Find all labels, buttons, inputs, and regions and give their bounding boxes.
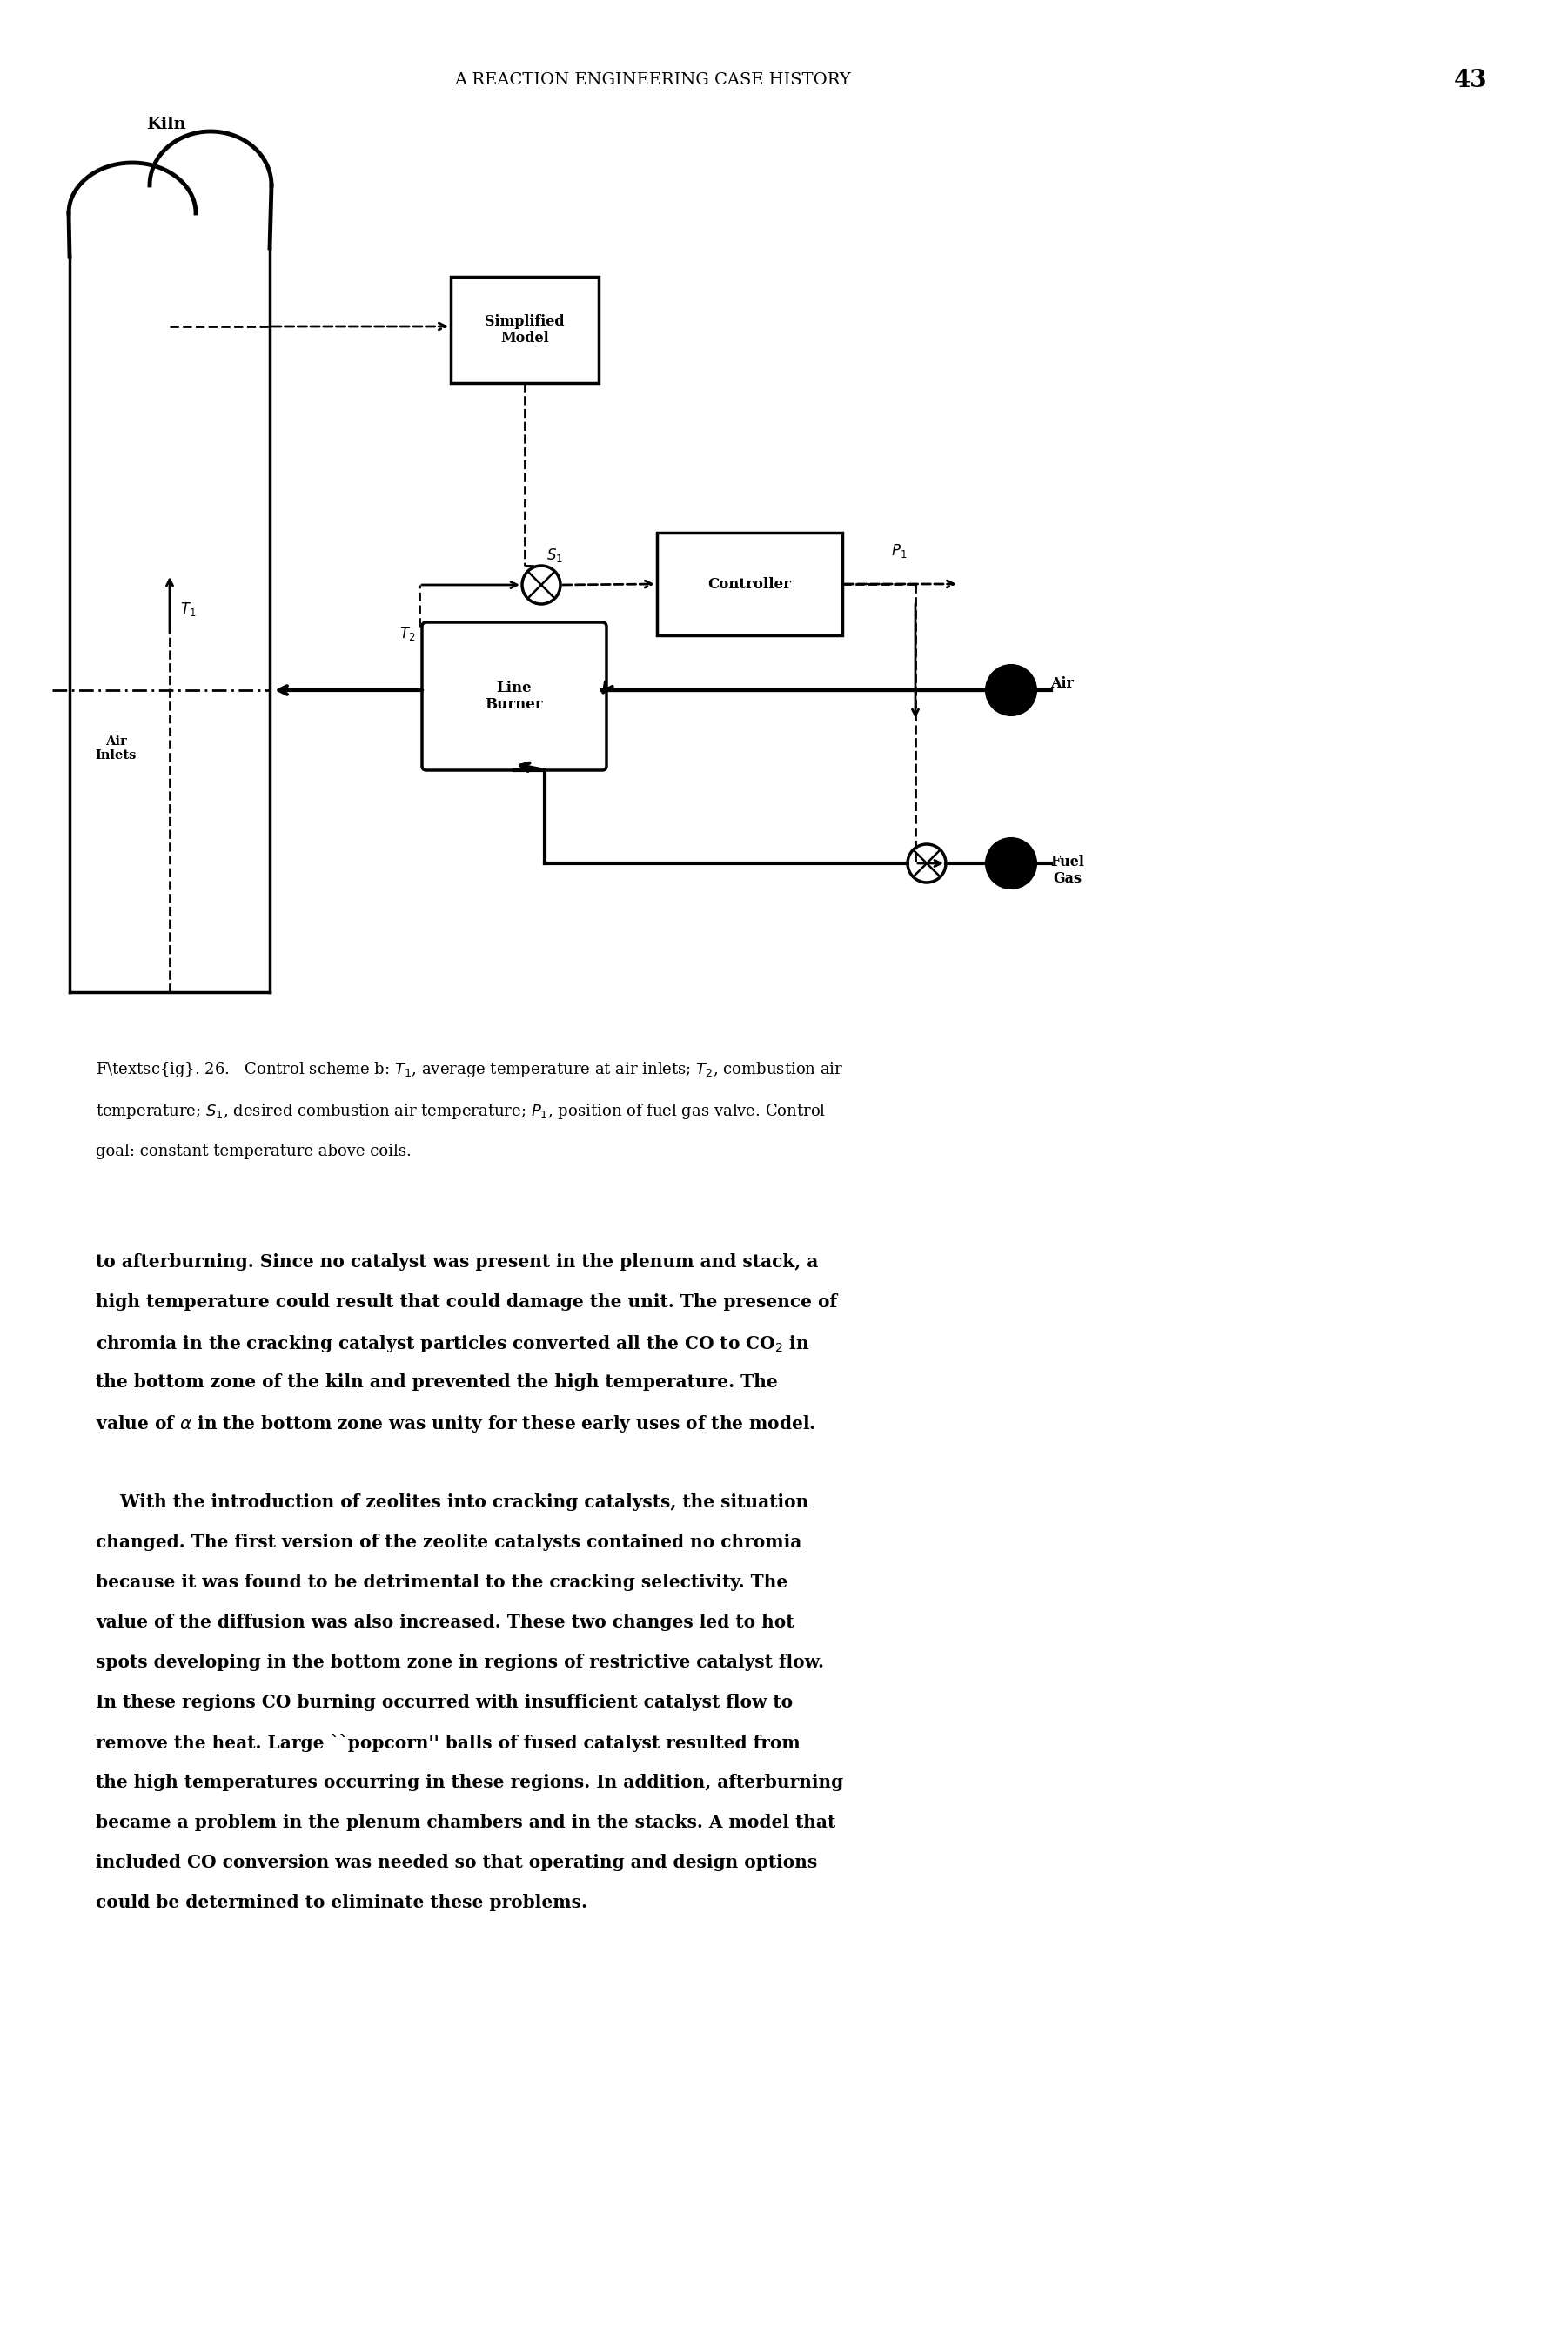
Text: value of the diffusion was also increased. These two changes led to hot: value of the diffusion was also increase… bbox=[96, 1614, 793, 1630]
Text: became a problem in the plenum chambers and in the stacks. A model that: became a problem in the plenum chambers … bbox=[96, 1813, 836, 1832]
Text: Simplified
Model: Simplified Model bbox=[485, 315, 564, 345]
Text: Air
Inlets: Air Inlets bbox=[96, 735, 136, 761]
Text: $S_1$: $S_1$ bbox=[547, 547, 563, 564]
Bar bbox=[657, 533, 842, 634]
Text: F\textsc{ig}. 26.   Control scheme b: $T_1$, average temperature at air inlets; : F\textsc{ig}. 26. Control scheme b: $T_1… bbox=[96, 1059, 844, 1078]
Text: because it was found to be detrimental to the cracking selectivity. The: because it was found to be detrimental t… bbox=[96, 1574, 787, 1590]
Text: Controller: Controller bbox=[707, 576, 792, 592]
Text: temperature; $S_1$, desired combustion air temperature; $P_1$, position of fuel : temperature; $S_1$, desired combustion a… bbox=[96, 1102, 826, 1120]
Circle shape bbox=[908, 843, 946, 883]
Circle shape bbox=[986, 665, 1036, 716]
Circle shape bbox=[522, 566, 560, 604]
Text: remove the heat. Large ``popcorn'' balls of fused catalyst resulted from: remove the heat. Large ``popcorn'' balls… bbox=[96, 1734, 800, 1752]
Text: to afterburning. Since no catalyst was present in the plenum and stack, a: to afterburning. Since no catalyst was p… bbox=[96, 1254, 818, 1271]
Text: 43: 43 bbox=[1454, 68, 1488, 92]
Bar bbox=[450, 277, 599, 383]
Text: could be determined to eliminate these problems.: could be determined to eliminate these p… bbox=[96, 1893, 588, 1912]
Text: Air: Air bbox=[1051, 677, 1074, 691]
Text: the high temperatures occurring in these regions. In addition, afterburning: the high temperatures occurring in these… bbox=[96, 1773, 844, 1792]
Text: $T_2$: $T_2$ bbox=[398, 625, 416, 641]
Text: A REACTION ENGINEERING CASE HISTORY: A REACTION ENGINEERING CASE HISTORY bbox=[455, 73, 851, 87]
Text: the bottom zone of the kiln and prevented the high temperature. The: the bottom zone of the kiln and prevente… bbox=[96, 1374, 778, 1391]
Text: $T_1$: $T_1$ bbox=[180, 601, 196, 618]
Text: included CO conversion was needed so that operating and design options: included CO conversion was needed so tha… bbox=[96, 1853, 817, 1872]
Text: chromia in the cracking catalyst particles converted all the CO to CO$_2$ in: chromia in the cracking catalyst particl… bbox=[96, 1334, 809, 1355]
Text: $P_1$: $P_1$ bbox=[891, 543, 906, 559]
Circle shape bbox=[986, 839, 1036, 888]
Text: With the introduction of zeolites into cracking catalysts, the situation: With the introduction of zeolites into c… bbox=[96, 1494, 809, 1510]
Text: Kiln: Kiln bbox=[146, 117, 187, 132]
Text: value of $\alpha$ in the bottom zone was unity for these early uses of the model: value of $\alpha$ in the bottom zone was… bbox=[96, 1414, 815, 1435]
Text: spots developing in the bottom zone in regions of restrictive catalyst flow.: spots developing in the bottom zone in r… bbox=[96, 1654, 825, 1670]
Text: goal: constant temperature above coils.: goal: constant temperature above coils. bbox=[96, 1144, 411, 1160]
Text: changed. The first version of the zeolite catalysts contained no chromia: changed. The first version of the zeolit… bbox=[96, 1534, 801, 1550]
Text: In these regions CO burning occurred with insufficient catalyst flow to: In these regions CO burning occurred wit… bbox=[96, 1694, 793, 1710]
Text: Line
Burner: Line Burner bbox=[485, 681, 543, 712]
Text: Fuel
Gas: Fuel Gas bbox=[1051, 855, 1083, 886]
Text: high temperature could result that could damage the unit. The presence of: high temperature could result that could… bbox=[96, 1294, 837, 1311]
